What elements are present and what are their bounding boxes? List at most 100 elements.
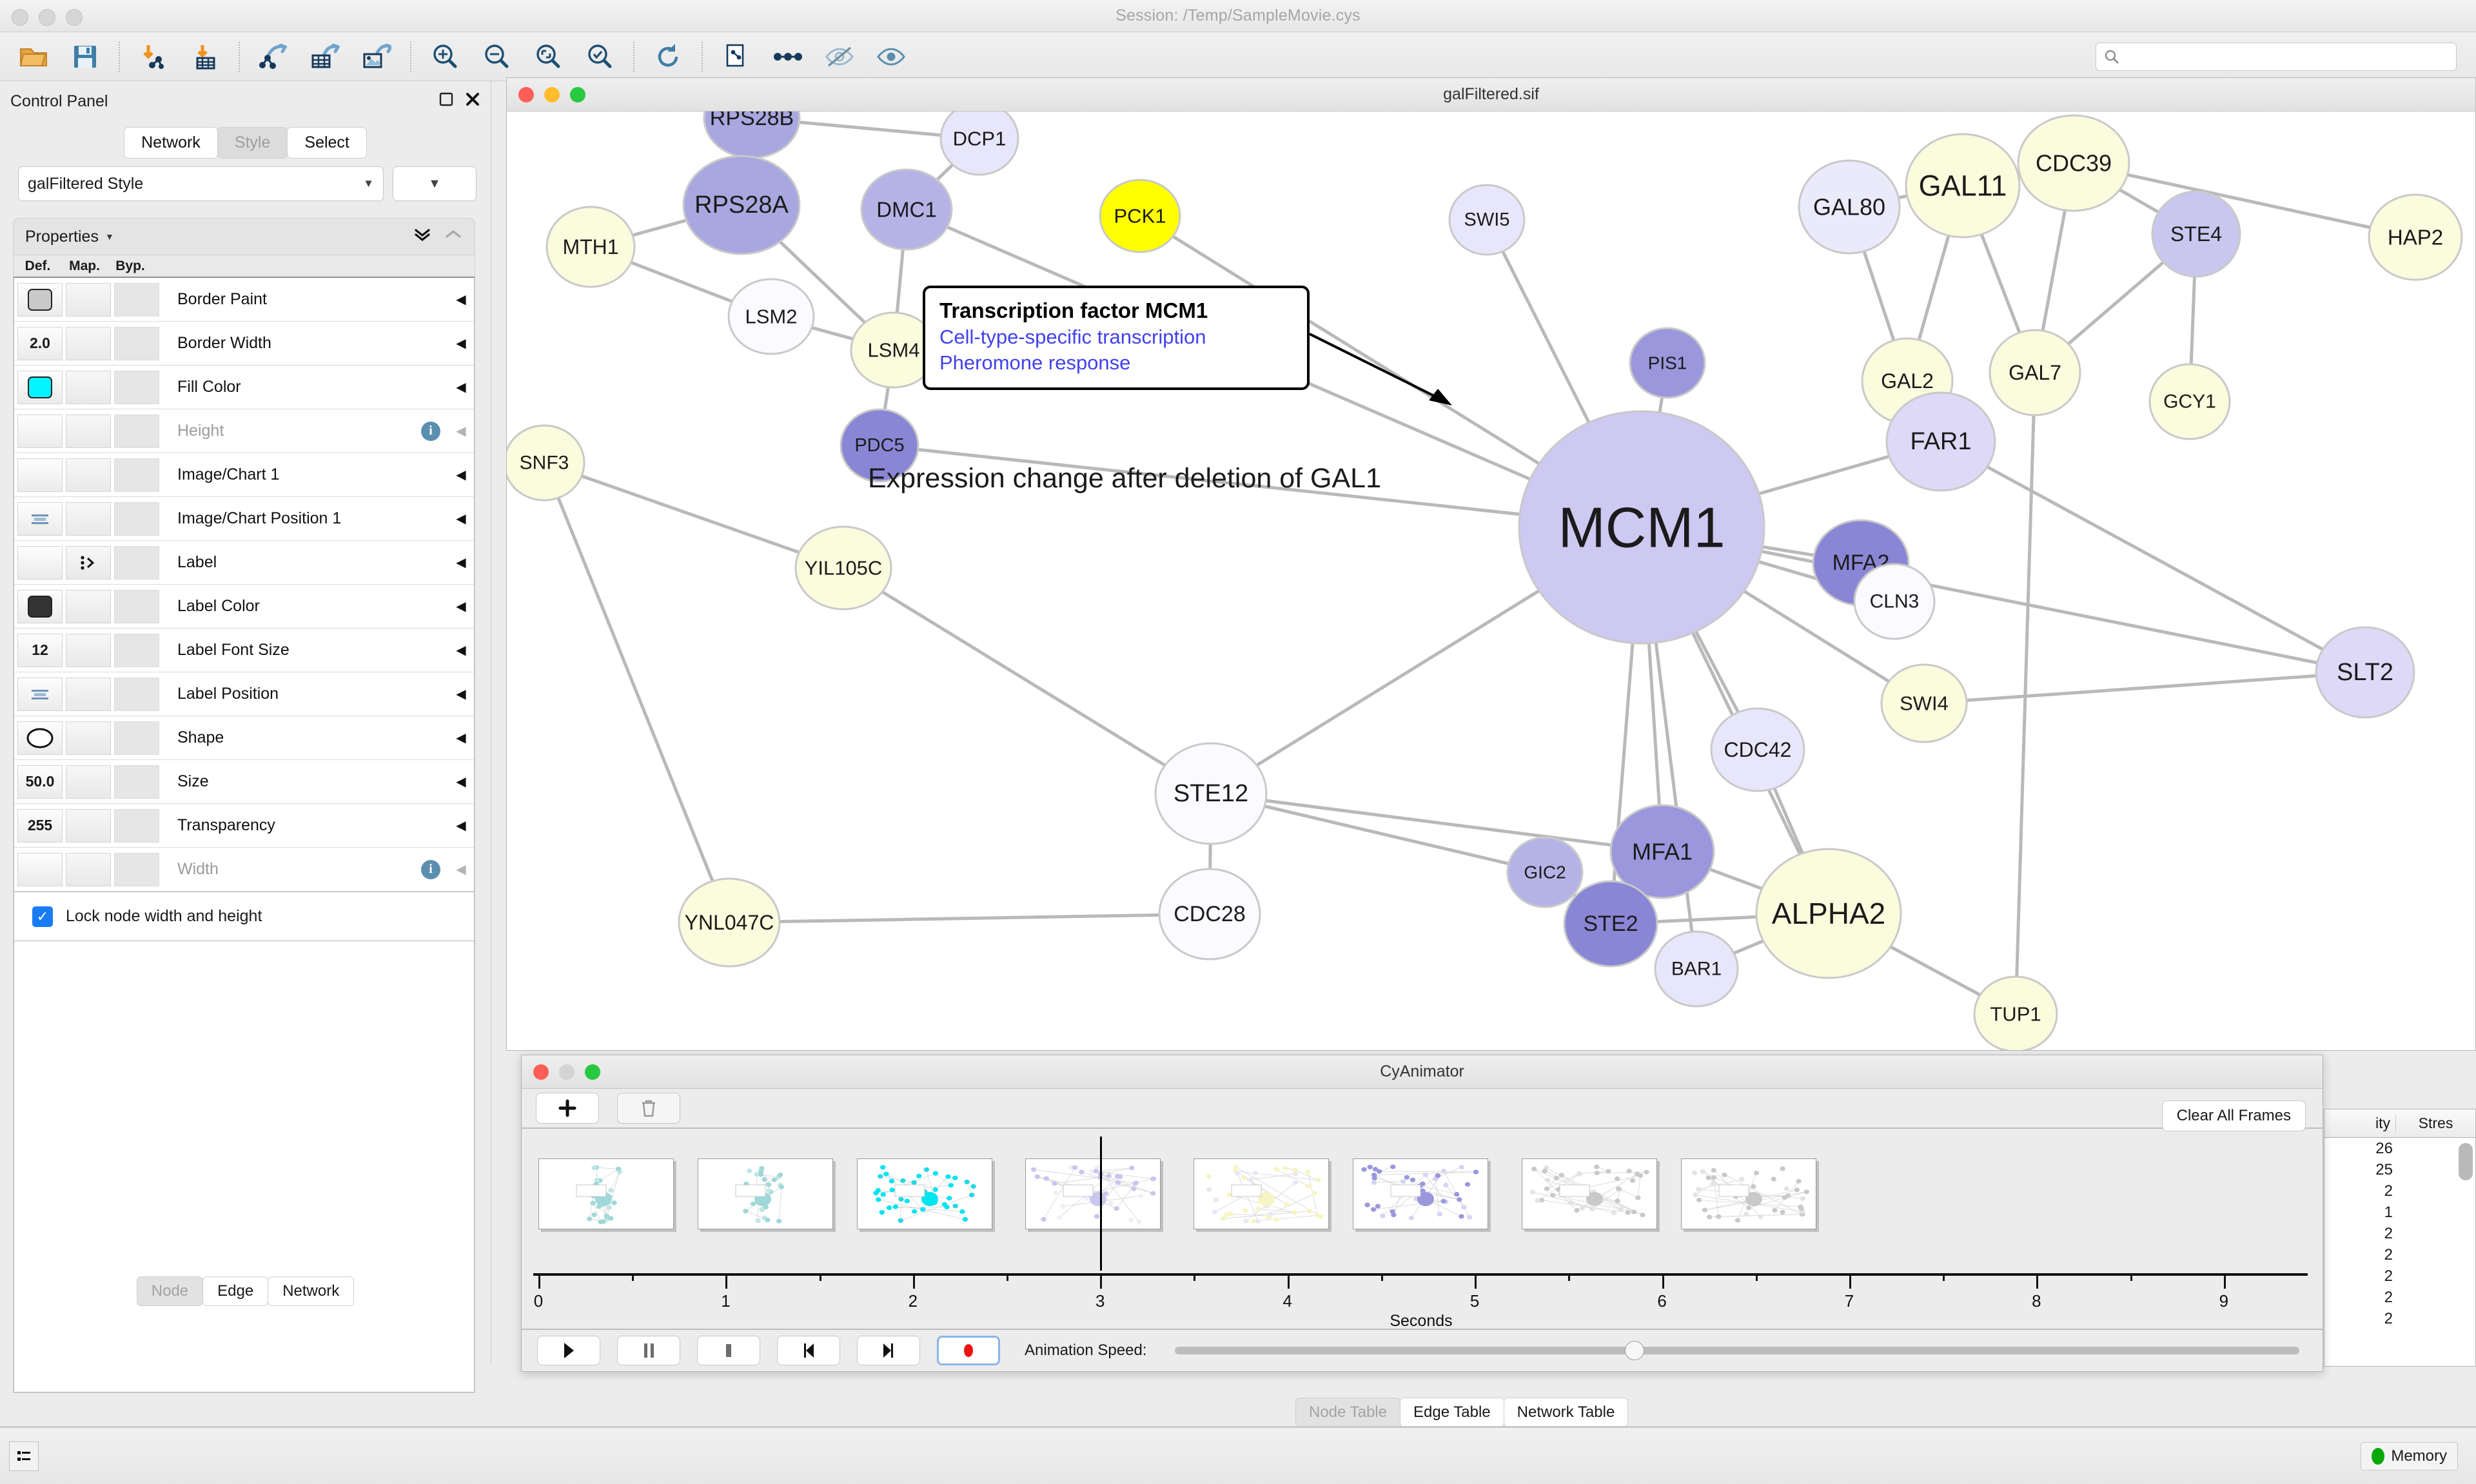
network-edge[interactable] [1210,792,1546,874]
network-edge[interactable] [542,462,731,923]
close-icon[interactable] [465,92,480,112]
table-row[interactable]: 25 [2324,1159,2475,1180]
first-neighbors-icon[interactable] [762,37,814,77]
property-mapping-cell[interactable] [66,765,111,799]
timeline-frame[interactable] [697,1158,833,1229]
table-row[interactable]: 2 [2324,1287,2475,1308]
property-bypass-cell[interactable] [114,808,159,843]
property-bypass-cell[interactable] [114,721,159,755]
collapse-all-icon[interactable] [444,226,463,248]
network-edge[interactable] [879,444,1642,529]
timeline-frame[interactable] [1680,1158,1816,1229]
expand-arrow-icon[interactable]: ◀ [456,643,466,658]
animation-speed-knob[interactable] [1624,1341,1644,1360]
network-node[interactable]: GCY1 [2148,363,2231,440]
property-default-cell[interactable] [17,458,63,492]
tab-style[interactable]: Style [217,127,288,159]
property-row[interactable]: Image/Chart Position 1 ◀ [14,497,474,541]
info-icon[interactable]: i [421,421,440,441]
network-node[interactable]: PCK1 [1099,179,1181,253]
stop-button[interactable] [697,1336,760,1365]
network-node[interactable]: RPS28A [682,155,801,255]
network-graph[interactable]: RPS28B DCP1 RPS28A DMC1 PCK1 SWI5 GAL80 GAL11 CD… [507,112,2475,1050]
property-default-cell[interactable]: 12 [17,633,63,667]
property-row[interactable]: Label Position ◀ [14,672,474,716]
network-node[interactable]: CDC42 [1710,707,1805,792]
style-options-menu[interactable]: ▼ [393,166,477,201]
expand-all-icon[interactable] [413,226,432,248]
network-node[interactable]: DMC1 [860,168,953,251]
property-default-cell[interactable] [17,852,63,886]
network-node[interactable]: CDC28 [1158,868,1261,961]
minimize-window-button[interactable] [39,9,55,26]
export-table-icon[interactable] [299,37,351,77]
pause-button[interactable] [617,1336,680,1365]
skip-forward-button[interactable] [857,1336,920,1365]
property-mapping-cell[interactable] [66,414,111,448]
tab-select[interactable]: Select [287,127,367,159]
properties-menu-icon[interactable]: ▼ [104,231,114,242]
expand-arrow-icon[interactable]: ◀ [456,731,466,745]
network-edge[interactable] [1923,670,2366,705]
table-row[interactable]: 2 [2324,1308,2475,1329]
property-row[interactable]: 255 Transparency ◀ [14,804,474,848]
close-window-button[interactable] [12,9,28,26]
network-node[interactable]: GIC2 [1506,836,1584,908]
network-node[interactable]: GAL11 [1905,133,2021,239]
property-default-cell[interactable] [17,414,63,448]
zoom-selected-icon[interactable] [574,37,625,77]
expand-arrow-icon[interactable]: ◀ [456,863,466,877]
network-node[interactable]: MCM1 [1518,410,1765,645]
property-mapping-cell[interactable] [66,852,111,886]
cyanimator-timeline[interactable]: 0 1 2 3 4 5 6 7 8 9 Seconds [528,1137,2314,1330]
record-button[interactable] [937,1336,1000,1365]
property-bypass-cell[interactable] [114,545,159,580]
network-node[interactable]: YNL047C [678,877,781,968]
property-mapping-cell[interactable] [66,677,111,711]
color-swatch[interactable] [28,376,52,398]
property-bypass-cell[interactable] [114,502,159,536]
property-mapping-cell[interactable] [66,808,111,843]
zoom-in-icon[interactable] [419,37,471,77]
import-network-icon[interactable] [128,37,179,77]
expand-arrow-icon[interactable]: ◀ [456,687,466,701]
show-all-icon[interactable] [865,37,917,77]
search-input[interactable] [2125,49,2448,64]
property-row[interactable]: Border Paint ◀ [14,278,474,322]
property-row[interactable]: Width i ◀ [14,848,474,892]
float-panel-icon[interactable] [439,92,453,111]
maximize-window-button[interactable] [66,9,83,26]
network-node[interactable]: SWI5 [1448,184,1526,256]
close-cyanimator-button[interactable] [533,1064,549,1080]
style-select[interactable]: galFiltered Style ▼ [18,166,384,201]
table-row[interactable]: 2 [2324,1180,2475,1202]
property-bypass-cell[interactable] [114,765,159,799]
bottom-tab-edge[interactable]: Edge [202,1276,269,1306]
property-default-cell[interactable] [17,677,63,711]
tab-node-table[interactable]: Node Table [1295,1398,1400,1427]
table-row[interactable]: 2 [2324,1223,2475,1244]
property-row[interactable]: Label Color ◀ [14,585,474,629]
window-traffic-lights[interactable] [12,9,83,26]
search-box[interactable] [2096,43,2457,71]
network-node[interactable]: LSM4 [850,311,938,389]
property-row[interactable]: Image/Chart 1 ◀ [14,453,474,497]
tab-edge-table[interactable]: Edge Table [1399,1398,1504,1427]
network-window-traffic-lights[interactable] [518,86,585,103]
cyanimator-traffic-lights[interactable] [533,1064,600,1080]
network-node[interactable]: STE2 [1563,880,1658,968]
network-edge[interactable] [842,566,1212,796]
delete-frame-button[interactable] [617,1093,680,1124]
new-network-icon[interactable] [711,37,762,77]
color-swatch[interactable] [28,288,52,311]
property-default-cell[interactable]: 50.0 [17,765,63,799]
network-node[interactable]: SLT2 [2315,626,2415,719]
animation-speed-slider[interactable] [1175,1341,2299,1360]
memory-status-button[interactable]: Memory [2361,1441,2458,1470]
task-list-icon[interactable] [9,1441,39,1471]
network-node[interactable]: TUP1 [1973,975,2058,1050]
export-image-icon[interactable] [351,37,402,77]
tab-network-table[interactable]: Network Table [1503,1398,1629,1427]
property-mapping-cell[interactable] [66,370,111,404]
expand-arrow-icon[interactable]: ◀ [456,512,466,526]
